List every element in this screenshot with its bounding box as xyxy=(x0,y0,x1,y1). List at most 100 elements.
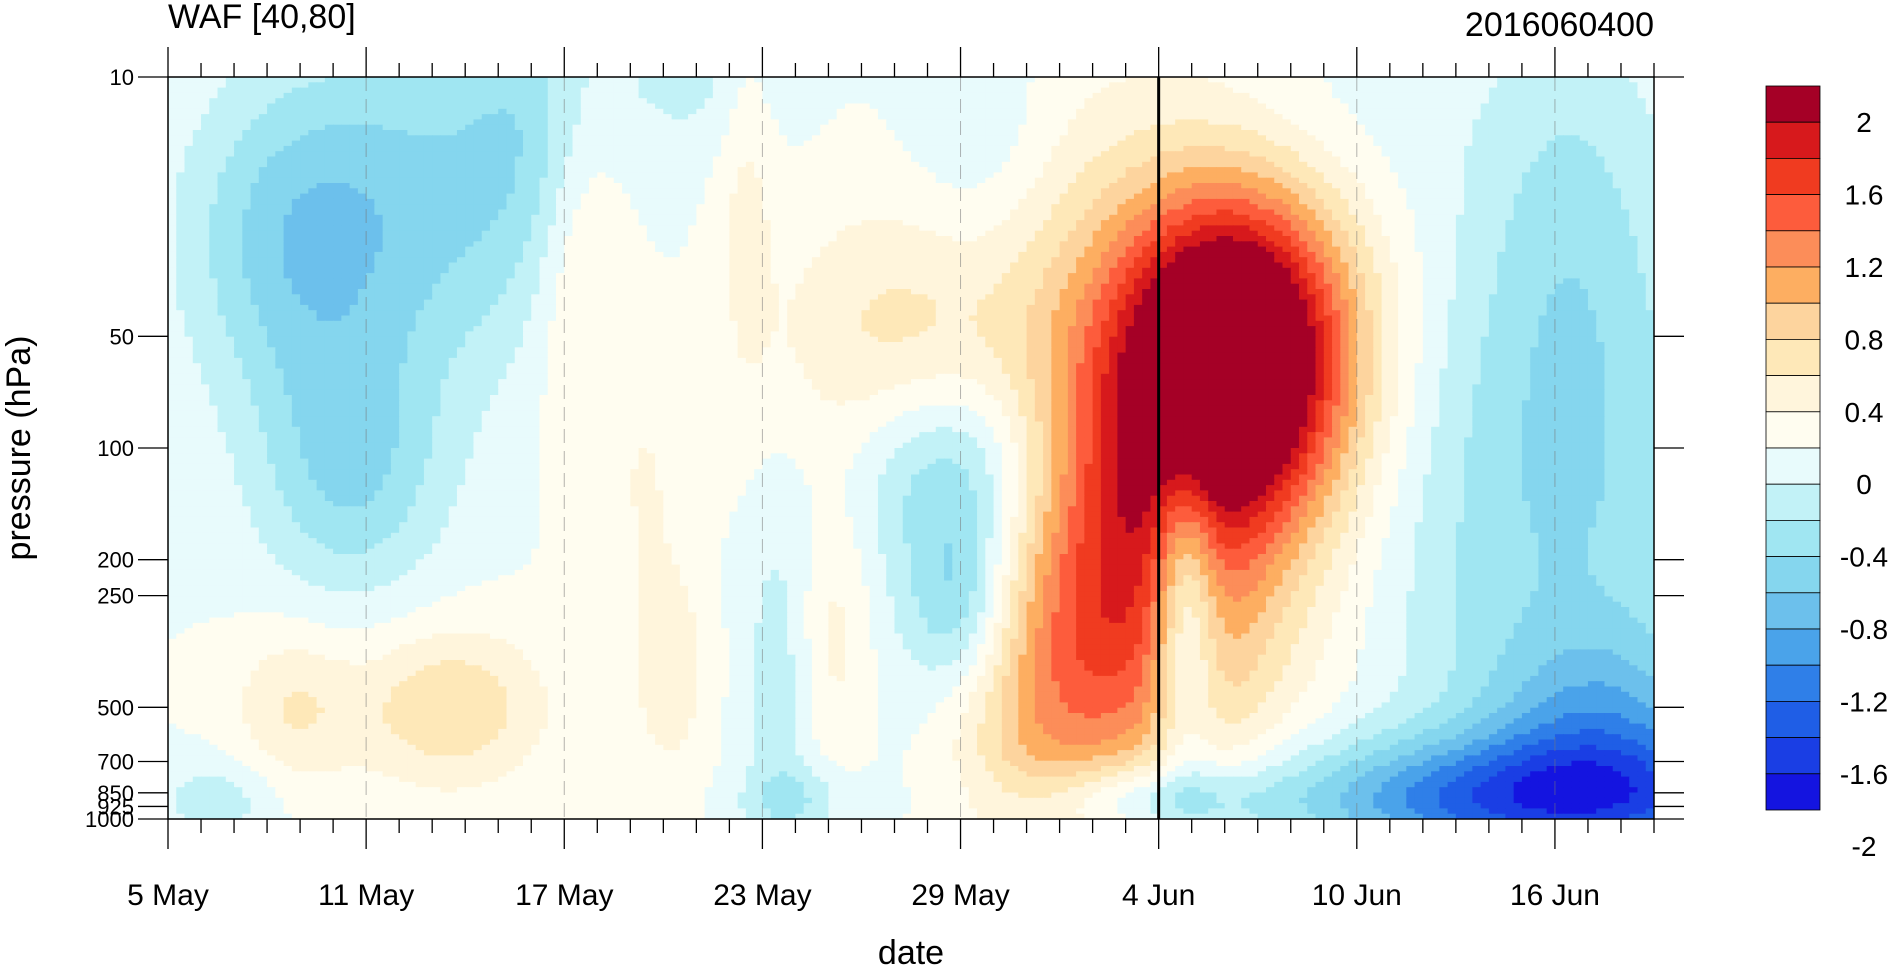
field-cell xyxy=(869,145,879,152)
field-cell xyxy=(1538,98,1548,105)
field-cell xyxy=(1340,161,1350,168)
field-cell xyxy=(1249,204,1259,211)
field-cell xyxy=(448,145,458,152)
field-cell xyxy=(1488,172,1498,179)
field-cell xyxy=(514,140,524,147)
field-cell xyxy=(663,124,673,131)
field-cell xyxy=(1018,177,1028,184)
field-cell xyxy=(1596,124,1606,131)
field-cell xyxy=(1464,156,1473,163)
field-cell xyxy=(1001,145,1011,152)
field-cell xyxy=(1480,108,1490,115)
field-cell xyxy=(795,77,805,83)
field-cell xyxy=(1323,172,1333,179)
field-cell xyxy=(696,87,706,94)
field-cell xyxy=(217,103,227,110)
field-cell xyxy=(836,167,846,173)
field-cell xyxy=(1406,82,1416,89)
field-cell xyxy=(894,161,904,168)
field-cell xyxy=(250,114,260,120)
field-cell xyxy=(944,204,953,211)
field-cell xyxy=(349,119,359,126)
field-cell xyxy=(1365,177,1374,184)
field-cell xyxy=(1282,193,1292,200)
field-cell xyxy=(737,87,747,94)
field-cell xyxy=(1323,82,1333,89)
field-cell xyxy=(1076,98,1085,105)
field-cell xyxy=(1100,204,1110,211)
field-cell xyxy=(1034,77,1044,83)
field-cell xyxy=(1604,114,1614,120)
field-cell xyxy=(201,172,210,179)
field-cell xyxy=(886,145,896,152)
field-cell xyxy=(787,172,797,179)
field-cell xyxy=(1199,140,1209,147)
field-cell xyxy=(258,87,268,94)
field-cell xyxy=(1026,135,1036,142)
field-cell xyxy=(1332,103,1341,110)
field-cell xyxy=(456,214,466,221)
field-cell xyxy=(704,209,714,216)
field-cell xyxy=(300,130,309,136)
field-cell xyxy=(415,193,425,200)
field-cell xyxy=(1422,92,1432,99)
field-cell xyxy=(1373,193,1383,200)
field-cell xyxy=(1587,108,1597,115)
field-cell xyxy=(415,124,425,131)
field-cell xyxy=(1431,151,1440,158)
field-cell xyxy=(1365,151,1374,158)
field-cell xyxy=(1530,193,1540,200)
field-cell xyxy=(184,183,194,189)
field-cell xyxy=(869,161,879,168)
field-cell xyxy=(828,161,838,168)
field-cell xyxy=(935,114,945,120)
field-cell xyxy=(630,161,640,168)
field-cell xyxy=(382,183,392,189)
field-cell xyxy=(1166,114,1176,120)
field-cell xyxy=(795,87,805,94)
field-cell xyxy=(1191,167,1201,173)
field-cell xyxy=(366,87,375,94)
field-cell xyxy=(1513,98,1523,105)
field-cell xyxy=(531,77,541,83)
field-cell xyxy=(1076,87,1085,94)
field-cell xyxy=(1472,77,1482,83)
field-cell xyxy=(390,209,400,216)
field-cell xyxy=(1076,172,1085,179)
field-cell xyxy=(267,172,276,179)
field-cell xyxy=(1637,114,1647,120)
field-cell xyxy=(572,156,582,163)
field-cell xyxy=(242,156,252,163)
field-cell xyxy=(638,92,648,99)
field-cell xyxy=(1265,177,1275,184)
field-cell xyxy=(1076,145,1085,152)
field-cell xyxy=(589,103,598,110)
field-cell xyxy=(366,108,375,115)
field-cell xyxy=(869,140,879,147)
field-cell xyxy=(448,92,458,99)
field-cell xyxy=(1067,188,1077,195)
field-cell xyxy=(1059,82,1069,89)
field-cell xyxy=(374,177,384,184)
field-cell xyxy=(168,82,177,89)
field-cell xyxy=(1142,145,1152,152)
field-cell xyxy=(539,188,549,195)
field-cell xyxy=(1084,98,1094,105)
field-cell xyxy=(1612,82,1622,89)
field-cell xyxy=(341,124,351,131)
field-cell xyxy=(655,114,664,120)
field-cell xyxy=(597,220,607,226)
field-cell xyxy=(168,161,177,168)
field-cell xyxy=(696,103,706,110)
field-cell xyxy=(787,108,797,115)
field-cell xyxy=(622,87,631,94)
field-cell xyxy=(737,130,747,136)
field-cell xyxy=(1076,119,1085,126)
field-cell xyxy=(267,151,276,158)
field-cell xyxy=(1142,151,1152,158)
field-cell xyxy=(1018,87,1028,94)
field-cell xyxy=(762,130,772,136)
field-cell xyxy=(655,172,664,179)
field-cell xyxy=(622,145,631,152)
field-cell xyxy=(1340,130,1350,136)
